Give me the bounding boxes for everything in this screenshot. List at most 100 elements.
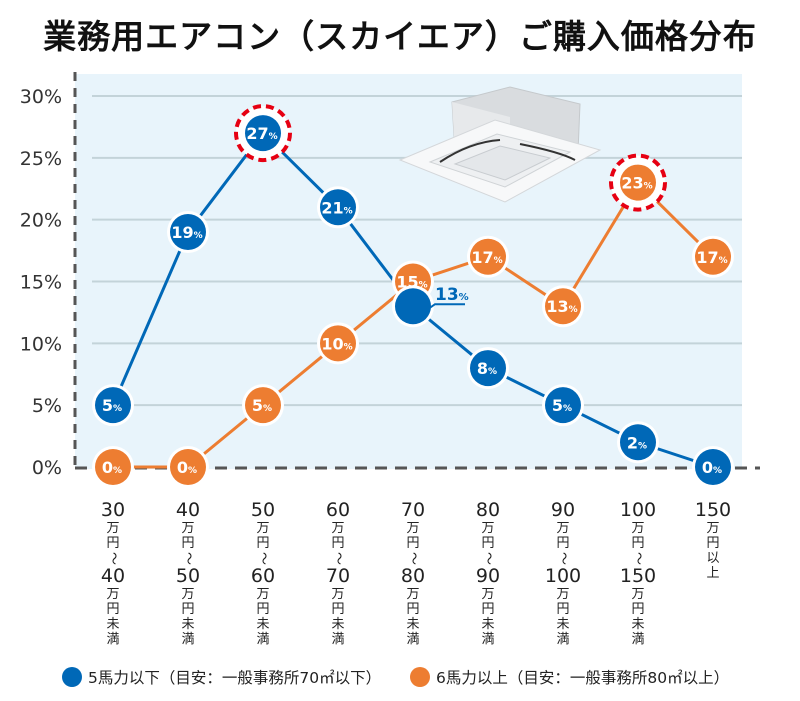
x-tick-part: 60 [325, 499, 351, 521]
x-tick-char: 万 [331, 587, 345, 602]
x-tick-part: 60 [250, 565, 276, 587]
x-tick-label: 90 万円〜 100 万円未満 [543, 500, 583, 648]
x-tick-char: 円 [256, 602, 270, 617]
x-tick-part: 万円〜 [168, 521, 208, 566]
x-tick-char: 満 [406, 632, 420, 647]
x-tick-label: 100 万円〜 150 万円未満 [618, 499, 658, 648]
x-tick-char: 〜 [255, 551, 271, 565]
data-point: 5% [542, 384, 584, 427]
x-tick-char: 〜 [405, 551, 421, 565]
x-tick-label: 30 万円〜 40 万円未満 [93, 499, 133, 648]
data-point: 8% [467, 347, 509, 390]
x-tick-char: 未 [106, 617, 120, 632]
x-tick-part: 万円〜 [468, 521, 508, 566]
x-tick-char: 〜 [555, 551, 571, 565]
x-tick-char: 以 [706, 551, 720, 566]
x-tick-char: 満 [181, 632, 195, 647]
legend-item-small: 5馬力以下（目安：一般事務所70㎡以下） [62, 666, 381, 688]
data-point: 13% [542, 285, 584, 328]
x-tick-label: 40 万円〜 50 万円未満 [168, 499, 208, 648]
x-tick-char: 万 [106, 587, 120, 602]
x-tick-part: 万円〜 [618, 521, 658, 566]
marker [95, 387, 131, 424]
x-tick-char: 円 [181, 536, 195, 551]
x-tick-part: 30 [100, 499, 126, 521]
marker [245, 387, 281, 424]
y-tick-label: 30% [20, 86, 62, 108]
x-tick-part: 40 [175, 499, 201, 521]
marker [620, 164, 656, 201]
x-tick-char: 円 [406, 536, 420, 551]
marker [470, 350, 506, 387]
data-point: 2% [617, 421, 659, 464]
x-tick-part: 万円〜 [318, 521, 358, 566]
x-tick-part: 150 [619, 565, 657, 587]
x-tick-part: 80 [400, 565, 426, 587]
x-tick-char: 円 [106, 602, 120, 617]
x-tick-char: 万 [256, 587, 270, 602]
data-point: 0% [692, 446, 734, 488]
x-tick-char: 万 [556, 521, 570, 536]
x-tick-char: 万 [706, 521, 720, 536]
x-tick-part: 50 [175, 565, 201, 587]
marker [545, 288, 581, 325]
x-tick-part: 万円未満 [543, 587, 583, 647]
x-tick-part: 万円未満 [168, 587, 208, 647]
marker [95, 449, 131, 485]
x-tick-label: 60 万円〜 70 万円未満 [318, 499, 358, 648]
x-tick-part: 70 [400, 499, 426, 521]
marker [245, 115, 281, 152]
air-conditioner-image [398, 86, 602, 203]
x-tick-part: 万円以上 [693, 521, 733, 581]
x-tick-part: 万円〜 [93, 521, 133, 566]
x-tick-char: 未 [406, 617, 420, 632]
marker [695, 238, 731, 275]
x-tick-char: 満 [106, 632, 120, 647]
legend-swatch-orange [410, 667, 430, 687]
y-axis-ticks: 0% 5% 10% 15% 20% 25% 30% [20, 86, 62, 479]
marker [695, 449, 731, 485]
x-tick-char: 円 [256, 536, 270, 551]
x-tick-char: 円 [331, 536, 345, 551]
x-tick-char: 万 [106, 521, 120, 536]
x-tick-char: 万 [256, 521, 270, 536]
x-tick-char: 円 [106, 536, 120, 551]
data-point: 27% [234, 104, 292, 163]
x-tick-char: 万 [331, 521, 345, 536]
series-markers: 0% 0%5%10%15%17%13%23%17%5%19%27%21%13%8%… [92, 104, 734, 488]
x-tick-char: 円 [406, 602, 420, 617]
x-tick-char: 満 [331, 632, 345, 647]
x-tick-part: 100 [619, 499, 657, 521]
marker [320, 325, 356, 362]
data-point: 0% [167, 446, 209, 488]
marker [470, 238, 506, 275]
y-tick-label: 0% [32, 457, 62, 479]
label-leader-line [424, 303, 465, 313]
x-tick-char: 〜 [330, 551, 346, 565]
x-tick-part: 70 [325, 565, 351, 587]
data-point: 17% [467, 235, 509, 278]
marker [395, 288, 431, 325]
data-point: 13% [392, 285, 469, 328]
x-tick-char: 円 [556, 602, 570, 617]
legend-label: 6馬力以上（目安：一般事務所80㎡以上） [436, 669, 730, 687]
x-tick-char: 〜 [480, 551, 496, 565]
x-tick-part: 万円未満 [468, 587, 508, 647]
x-tick-char: 円 [481, 602, 495, 617]
x-tick-char: 円 [481, 536, 495, 551]
data-point: 23% [609, 153, 667, 212]
x-tick-char: 円 [181, 602, 195, 617]
x-tick-char: 万 [481, 587, 495, 602]
x-tick-label: 150 万円以上 [693, 500, 733, 582]
x-tick-char: 満 [556, 632, 570, 647]
marker [320, 189, 356, 226]
x-tick-part: 万円〜 [393, 521, 433, 566]
x-tick-char: 未 [256, 617, 270, 632]
x-tick-char: 上 [706, 566, 720, 581]
y-tick-label: 25% [20, 148, 62, 170]
x-tick-char: 未 [331, 617, 345, 632]
x-tick-char: 満 [256, 632, 270, 647]
x-tick-label: 80 万円〜 90 万円未満 [468, 500, 508, 648]
data-point: 21% [317, 186, 359, 229]
x-tick-part: 万円〜 [243, 521, 283, 566]
